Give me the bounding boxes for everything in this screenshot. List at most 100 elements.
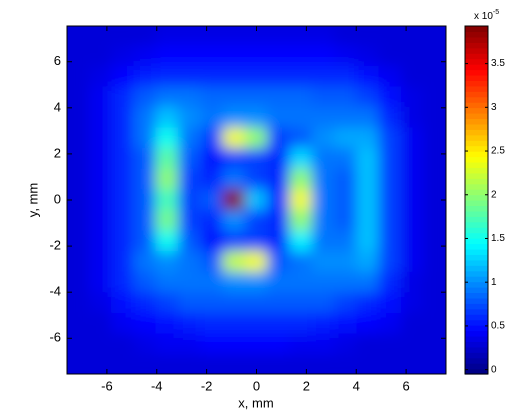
heatmap-cell <box>312 334 335 355</box>
heatmap-cell <box>245 231 268 252</box>
heatmap-cell <box>312 24 335 45</box>
heatmap-cell <box>379 45 402 66</box>
heatmap-cell <box>267 169 290 190</box>
heatmap-cell <box>334 169 357 190</box>
colorbar-segment <box>465 135 488 141</box>
heatmap-cell <box>133 107 156 128</box>
heatmap-cell <box>401 86 424 107</box>
heatmap-cell <box>178 148 201 169</box>
colorbar-segment <box>465 314 488 320</box>
heatmap-cell <box>133 189 156 210</box>
heatmap-cell <box>178 169 201 190</box>
heatmap-cell <box>356 66 379 87</box>
heatmap-cell <box>312 45 335 66</box>
colorbar-segment <box>465 102 488 108</box>
colorbar-tick-label: 2.5 <box>491 146 505 157</box>
colorbar-segment <box>465 162 488 168</box>
heatmap-cell <box>356 45 379 66</box>
chart: 00.511.522.533.5 x, mm y, mm x 10-5 -6-4… <box>0 0 520 414</box>
heatmap-cell <box>89 189 112 210</box>
heatmap-cell <box>423 354 446 375</box>
colorbar-tick-label: 3.5 <box>491 58 505 69</box>
heatmap-cell <box>245 251 268 272</box>
colorbar-segment <box>465 108 488 114</box>
heatmap-cell <box>178 334 201 355</box>
colorbar-segment <box>465 86 488 92</box>
heatmap-cell <box>223 45 246 66</box>
heatmap-cell <box>334 313 357 334</box>
heatmap-cell <box>267 210 290 231</box>
colorbar-segment <box>465 287 488 293</box>
heatmap-cell <box>356 210 379 231</box>
heatmap-cell <box>312 313 335 334</box>
heatmap-cell <box>356 354 379 375</box>
heatmap-cell <box>312 210 335 231</box>
heatmap-cell <box>89 148 112 169</box>
colorbar-segment <box>465 325 488 331</box>
heatmap-cell <box>67 66 90 87</box>
heatmap-cell <box>245 210 268 231</box>
heatmap-cell <box>401 66 424 87</box>
heatmap-cell <box>379 272 402 293</box>
colorbar-segment <box>465 200 488 206</box>
heatmap-cell <box>356 24 379 45</box>
heatmap-cell <box>200 128 223 149</box>
heatmap-cell <box>245 128 268 149</box>
heatmap-cell <box>133 24 156 45</box>
heatmap-cell <box>223 231 246 252</box>
heatmap-cell <box>89 210 112 231</box>
colorbar-segment <box>465 178 488 184</box>
heatmap-cell <box>334 272 357 293</box>
colorbar-tick-label: 2 <box>491 189 497 200</box>
colorbar-segment <box>465 276 488 282</box>
heatmap-cell <box>156 148 179 169</box>
colorbar-segment <box>465 26 488 32</box>
colorbar-segment <box>465 97 488 103</box>
heatmap-cell <box>111 148 134 169</box>
heatmap-cell <box>379 128 402 149</box>
heatmap-cell <box>200 86 223 107</box>
heatmap-cell <box>289 107 312 128</box>
heatmap-cell <box>334 24 357 45</box>
heatmap-cell <box>67 231 90 252</box>
heatmap-cell <box>67 210 90 231</box>
heatmap-cell <box>356 169 379 190</box>
colorbar-tick-label: 3 <box>491 102 497 113</box>
heatmap-cell <box>200 107 223 128</box>
colorbar-segment <box>465 298 488 304</box>
heatmap-cell <box>67 354 90 375</box>
heatmap-cell <box>111 313 134 334</box>
heatmap-cell <box>156 231 179 252</box>
y-tick-label: 6 <box>54 53 61 68</box>
heatmap-cell <box>356 272 379 293</box>
heatmap-cells <box>67 24 447 375</box>
heatmap-cell <box>111 86 134 107</box>
heatmap-cell <box>289 24 312 45</box>
heatmap-cell <box>245 272 268 293</box>
x-tick-label: -2 <box>201 378 213 393</box>
heatmap-cell <box>267 45 290 66</box>
heatmap-cell <box>111 45 134 66</box>
heatmap-cell <box>334 86 357 107</box>
colorbar-segment <box>465 320 488 326</box>
heatmap-cell <box>379 66 402 87</box>
colorbar-tick-label: 0.5 <box>491 321 505 332</box>
heatmap-cell <box>223 148 246 169</box>
heatmap-cell <box>200 66 223 87</box>
heatmap-cell <box>289 66 312 87</box>
colorbar-segment <box>465 140 488 146</box>
heatmap-cell <box>111 128 134 149</box>
heatmap-cell <box>223 128 246 149</box>
colorbar-segment <box>465 48 488 54</box>
heatmap-cell <box>267 251 290 272</box>
heatmap-cell <box>401 169 424 190</box>
colorbar-segment <box>465 222 488 228</box>
heatmap-cell <box>111 354 134 375</box>
heatmap-cell <box>379 107 402 128</box>
heatmap-cell <box>356 292 379 313</box>
heatmap-cell <box>156 128 179 149</box>
colorbar-segment <box>465 363 488 369</box>
heatmap-cell <box>133 148 156 169</box>
heatmap-cell <box>267 24 290 45</box>
heatmap-cell <box>245 148 268 169</box>
